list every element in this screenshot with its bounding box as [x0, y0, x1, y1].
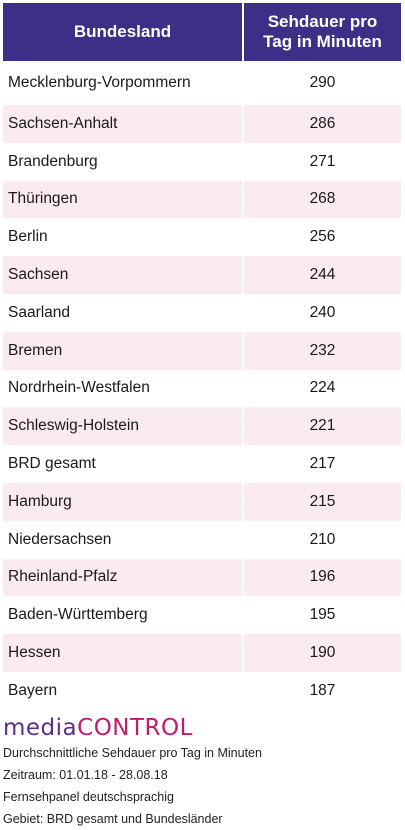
table-row: Brandenburg 271: [3, 142, 401, 181]
row-bundesland: Niedersachsen: [3, 520, 244, 559]
row-bundesland: Sachsen: [3, 256, 244, 294]
header-sehdauer-line2: Tag in Minuten: [263, 32, 382, 51]
row-sehdauer-value: 195: [243, 596, 401, 635]
table-row: Baden-Württemberg 195: [3, 596, 401, 635]
row-bundesland: Brandenburg: [3, 142, 244, 181]
note-description: Durchschnittliche Sehdauer pro Tag in Mi…: [3, 746, 262, 760]
row-bundesland: Mecklenburg-Vorpommern: [3, 61, 244, 105]
note-panel: Fernsehpanel deutschsprachig: [3, 790, 174, 804]
table-row: Niedersachsen 210: [3, 520, 401, 559]
row-sehdauer-value: 224: [243, 369, 401, 408]
table-body: Mecklenburg-Vorpommern 290 Sachsen-Anhalt 2…: [3, 61, 401, 710]
header-bundesland: Bundesland: [3, 3, 244, 61]
table-row: Hamburg 215: [3, 482, 401, 521]
table-header: Bundesland Sehdauer pro Tag in Minuten: [3, 3, 401, 61]
header-sehdauer: Sehdauer pro Tag in Minuten: [243, 3, 401, 61]
table-row: Sachsen-Anhalt 286: [3, 105, 401, 143]
row-sehdauer-value: 244: [243, 256, 401, 294]
table-row: BRD gesamt 217: [3, 445, 401, 483]
table-row: Rheinland-Pfalz 196: [3, 558, 401, 597]
table-row: Hessen 190: [3, 634, 401, 672]
row-sehdauer-value: 240: [243, 293, 401, 332]
row-bundesland: Schleswig-Holstein: [3, 407, 244, 446]
row-bundesland: Berlin: [3, 218, 244, 257]
row-bundesland: Thüringen: [3, 180, 244, 219]
header-sehdauer-line1: Sehdauer pro: [267, 12, 378, 31]
row-sehdauer-value: 221: [243, 407, 401, 446]
footer: mediaCONTROL Durchschnittliche Sehdauer …: [3, 716, 403, 830]
mediacontrol-logo: mediaCONTROL: [3, 716, 403, 742]
table-row: Saarland 240: [3, 293, 401, 332]
header-row: Bundesland Sehdauer pro Tag in Minuten: [3, 3, 401, 61]
row-bundesland: Baden-Württemberg: [3, 596, 244, 635]
row-bundesland: Sachsen-Anhalt: [3, 105, 244, 143]
logo-media-text: media: [3, 715, 78, 741]
table-row: Schleswig-Holstein 221: [3, 407, 401, 446]
row-sehdauer-value: 210: [243, 520, 401, 559]
note-region: Gebiet: BRD gesamt und Bundesländer: [3, 812, 223, 826]
row-sehdauer-value: 217: [243, 445, 401, 483]
row-bundesland: Hessen: [3, 634, 244, 672]
row-sehdauer-value: 196: [243, 558, 401, 597]
viewing-time-table: Bundesland Sehdauer pro Tag in Minuten M…: [3, 3, 401, 710]
row-sehdauer-value: 286: [243, 105, 401, 143]
row-sehdauer-value: 256: [243, 218, 401, 257]
row-sehdauer-value: 190: [243, 634, 401, 672]
row-bundesland: Bremen: [3, 331, 244, 370]
table-row: Bremen 232: [3, 331, 401, 370]
row-sehdauer-value: 290: [243, 61, 401, 105]
table-row: Sachsen 244: [3, 256, 401, 294]
data-table-container: Bundesland Sehdauer pro Tag in Minuten M…: [3, 3, 401, 710]
table-row: Thüringen 268: [3, 180, 401, 219]
table-row: Berlin 256: [3, 218, 401, 257]
row-sehdauer-value: 271: [243, 142, 401, 181]
row-bundesland: Bayern: [3, 671, 244, 710]
row-sehdauer-value: 232: [243, 331, 401, 370]
table-row: Nordrhein-Westfalen 224: [3, 369, 401, 408]
row-sehdauer-value: 268: [243, 180, 401, 219]
note-period: Zeitraum: 01.01.18 - 28.08.18: [3, 768, 168, 782]
row-bundesland: Hamburg: [3, 482, 244, 521]
table-row: Mecklenburg-Vorpommern 290: [3, 61, 401, 105]
row-sehdauer-value: 215: [243, 482, 401, 521]
row-bundesland: Nordrhein-Westfalen: [3, 369, 244, 408]
row-bundesland: Saarland: [3, 293, 244, 332]
logo-control-text: CONTROL: [77, 715, 193, 741]
row-bundesland: BRD gesamt: [3, 445, 244, 483]
row-bundesland: Rheinland-Pfalz: [3, 558, 244, 597]
row-sehdauer-value: 187: [243, 671, 401, 710]
table-row: Bayern 187: [3, 671, 401, 710]
